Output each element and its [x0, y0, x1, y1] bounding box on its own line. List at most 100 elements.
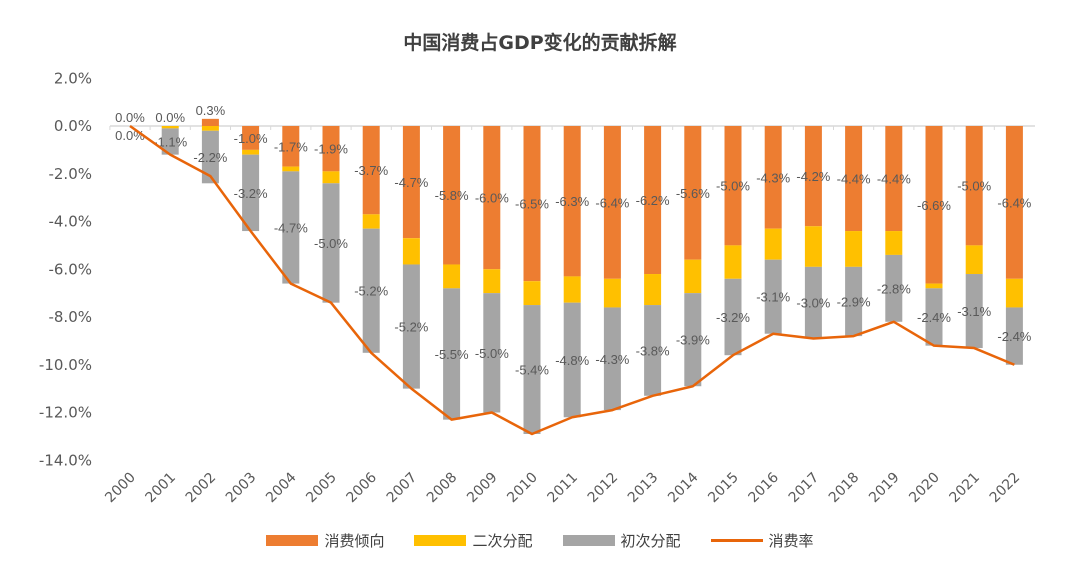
data-label: -3.8%: [636, 343, 670, 358]
legend-item-consumption-propensity: 消费倾向: [266, 530, 384, 551]
legend-label: 二次分配: [472, 532, 533, 550]
y-tick-label: 2.0%: [54, 69, 92, 87]
bar-segment-1: [644, 274, 662, 306]
x-tick-label: 2010: [504, 470, 541, 507]
data-label: -3.1%: [756, 290, 790, 305]
data-label: -4.4%: [877, 172, 911, 187]
y-tick-label: -10.0%: [39, 356, 92, 374]
bar-segment-0: [724, 126, 742, 246]
data-label: -4.7%: [274, 220, 308, 235]
bar-segment-2: [724, 278, 742, 356]
bar-segment-1: [483, 269, 501, 294]
data-label: 0.0%: [115, 110, 145, 125]
legend-label: 消费倾向: [324, 532, 385, 550]
bar-segment-0: [523, 126, 541, 282]
bar-segment-0: [362, 126, 380, 215]
data-label: -6.5%: [515, 197, 549, 212]
data-label: -4.8%: [555, 353, 589, 368]
bar-segment-1: [885, 231, 903, 255]
bar-segment-2: [603, 307, 621, 411]
x-tick-label: 2021: [947, 470, 984, 507]
bar-segment-2: [804, 266, 822, 339]
data-label: -5.0%: [314, 236, 348, 251]
data-label: -2.2%: [193, 150, 227, 165]
x-tick-label: 2003: [223, 470, 260, 507]
data-label: -4.3%: [595, 352, 629, 367]
x-tick-label: 2005: [303, 470, 340, 507]
bar-segment-0: [684, 126, 702, 260]
bar-segment-2: [764, 259, 782, 334]
y-tick-label: 0.0%: [54, 117, 92, 135]
bar-segment-0: [201, 118, 219, 126]
data-label: -2.4%: [997, 329, 1031, 344]
y-tick-label: -14.0%: [39, 451, 92, 469]
bar-segment-2: [1005, 307, 1023, 365]
bar-segment-0: [242, 126, 260, 150]
data-label: -6.2%: [636, 193, 670, 208]
y-tick-label: -6.0%: [48, 260, 92, 278]
legend-label: 消费率: [768, 532, 814, 550]
data-label: -4.2%: [796, 169, 830, 184]
x-tick-label: 2022: [987, 470, 1024, 507]
bar-segment-1: [443, 264, 461, 289]
data-label: -1.1%: [153, 135, 187, 150]
data-label: -6.4%: [595, 195, 629, 210]
data-label: -6.6%: [917, 198, 951, 213]
bar-segment-1: [242, 149, 260, 155]
x-tick-label: 2014: [665, 469, 702, 506]
bar-segment-2: [443, 288, 461, 420]
data-label: -3.1%: [957, 304, 991, 319]
data-label: -5.0%: [957, 179, 991, 194]
data-label: -5.0%: [475, 346, 509, 361]
data-label: -5.2%: [354, 284, 388, 299]
bar-segment-1: [322, 171, 340, 184]
bar-segment-1: [282, 166, 300, 172]
legend-line-swatch: [710, 539, 763, 542]
bar-segment-0: [322, 126, 340, 172]
data-label: 0.0%: [115, 128, 145, 143]
data-label: -2.8%: [877, 281, 911, 296]
bar-segment-0: [845, 126, 863, 232]
bar-segment-1: [804, 226, 822, 267]
bar-segment-0: [804, 126, 822, 227]
x-tick-label: 2012: [585, 470, 622, 507]
data-label: -6.4%: [997, 195, 1031, 210]
data-label: -3.2%: [234, 186, 268, 201]
y-tick-label: -4.0%: [48, 213, 92, 231]
data-label: -1.9%: [314, 142, 348, 157]
bar-segment-1: [724, 245, 742, 279]
data-label: -1.7%: [274, 139, 308, 154]
bar-segment-1: [362, 214, 380, 229]
bar-segment-0: [443, 126, 461, 265]
data-label: -3.7%: [354, 163, 388, 178]
x-tick-label: 2017: [786, 470, 823, 507]
data-label: 0.0%: [155, 110, 185, 125]
bar-segment-1: [161, 126, 179, 129]
bar-segment-0: [965, 126, 983, 246]
legend-item-consumption-rate: 消费率: [710, 530, 814, 551]
bar-segment-2: [322, 183, 340, 303]
x-tick-label: 2001: [143, 470, 180, 507]
legend-swatch: [414, 535, 467, 546]
bar-segment-0: [925, 126, 943, 284]
data-label: -4.7%: [394, 175, 428, 190]
data-label: -4.4%: [837, 172, 871, 187]
bar-segment-0: [603, 126, 621, 279]
x-tick-label: 2004: [263, 469, 300, 506]
bar-segment-1: [523, 281, 541, 306]
data-label: -5.6%: [676, 186, 710, 201]
data-label: -6.0%: [475, 191, 509, 206]
x-tick-label: 2008: [424, 470, 461, 507]
x-tick-label: 2009: [464, 470, 501, 507]
bar-segment-2: [885, 254, 903, 322]
bar-segment-2: [282, 171, 300, 284]
bar-segment-1: [925, 283, 943, 289]
x-tick-label: 2000: [102, 470, 139, 507]
bar-segment-1: [201, 126, 219, 131]
bar-segment-0: [402, 126, 420, 239]
x-tick-label: 2016: [746, 469, 783, 506]
data-label: 0.3%: [196, 103, 226, 118]
data-label: -5.5%: [435, 347, 469, 362]
bar-segment-1: [603, 278, 621, 308]
bar-segment-2: [925, 288, 943, 346]
